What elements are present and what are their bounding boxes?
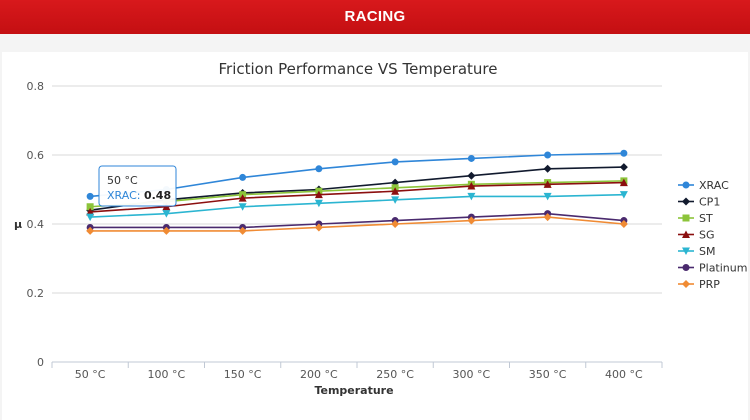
y-tick-label: 0: [37, 356, 44, 369]
x-tick-labels: 50 °C 100 °C 150 °C 200 °C 250 °C 300 °C 350 °…: [51, 362, 663, 381]
data-point: [315, 165, 323, 173]
x-tick-label: 250 °C: [376, 368, 414, 381]
data-point: [619, 163, 628, 172]
series-line: [90, 180, 624, 208]
series-line: [90, 166, 624, 211]
legend-label: SG: [699, 229, 715, 242]
legend-item-cp1[interactable]: CP1: [678, 196, 720, 209]
x-tick-label: 100 °C: [148, 368, 186, 381]
legend-item-st[interactable]: ST: [678, 212, 713, 225]
page-header: RACING: [0, 0, 750, 34]
x-axis-title: Temperature: [314, 384, 393, 397]
chart-panel: Friction Performance VS Temperature 0 0.2…: [2, 52, 748, 420]
data-point: [238, 203, 247, 211]
data-point: [238, 226, 247, 235]
series-group: [86, 149, 628, 235]
legend-marker: [682, 264, 690, 271]
data-point: [391, 158, 399, 166]
x-tick-label: 50 °C: [75, 368, 106, 381]
data-point: [619, 220, 628, 228]
data-point: [162, 226, 171, 235]
legend-label: PRP: [699, 278, 720, 291]
data-point: [391, 187, 400, 195]
data-point: [467, 192, 476, 201]
data-point: [391, 220, 400, 228]
legend-item-sm[interactable]: SM: [678, 245, 715, 258]
series-line: [90, 193, 624, 218]
grid: [52, 85, 662, 363]
legend-marker: [682, 197, 690, 206]
legend-label: SM: [699, 245, 715, 258]
tooltip-value: 0.48: [144, 189, 171, 202]
data-point: [86, 226, 95, 235]
data-point: [314, 190, 323, 199]
friction-chart: Friction Performance VS Temperature 0 0.2…: [14, 60, 748, 397]
data-point: [314, 199, 323, 208]
series-line: [90, 181, 624, 213]
y-axis-title: μ: [14, 218, 22, 231]
series-prp: [86, 213, 628, 235]
x-tick-label: 150 °C: [224, 368, 262, 381]
data-point: [86, 203, 94, 211]
data-point: [239, 173, 247, 181]
tooltip-box: [98, 165, 177, 207]
data-point: [314, 223, 323, 232]
data-point: [467, 216, 476, 225]
series-sm: [86, 191, 628, 222]
y-tick-label: 0.4: [27, 218, 45, 231]
data-point: [543, 192, 552, 201]
legend-label: ST: [699, 212, 713, 225]
x-tick-label: 350 °C: [529, 368, 567, 381]
data-point: [86, 207, 95, 216]
legend-marker: [682, 230, 690, 238]
legend-marker: [682, 247, 690, 255]
legend-item-prp[interactable]: PRP: [678, 278, 720, 291]
y-tick-label: 0.6: [27, 149, 45, 162]
legend-marker: [682, 214, 690, 222]
data-point: [544, 151, 552, 159]
data-point: [619, 191, 628, 199]
legend-label: CP1: [699, 196, 720, 209]
x-tick-label: 300 °C: [453, 368, 491, 381]
y-tick-labels: 0 0.2 0.4 0.6 0.8: [27, 80, 45, 369]
data-point: [467, 182, 476, 190]
legend-item-xrac[interactable]: XRAC: [678, 179, 729, 192]
data-point: [391, 196, 400, 204]
tooltip: 50 °C XRAC: 0.48: [98, 165, 177, 207]
legend-item-platinum[interactable]: Platinum: [678, 262, 747, 275]
header-title: RACING: [344, 8, 406, 25]
data-point: [619, 178, 628, 187]
tooltip-value-line: XRAC: 0.48: [107, 189, 171, 202]
series-line: [90, 212, 624, 229]
legend-marker: [682, 280, 690, 288]
data-point: [620, 149, 628, 157]
data-point: [543, 164, 552, 173]
x-tick-label: 400 °C: [605, 368, 643, 381]
tooltip-category: 50 °C: [107, 174, 138, 187]
legend-marker: [682, 181, 690, 189]
data-point: [467, 154, 475, 162]
tooltip-series: XRAC: [107, 189, 137, 202]
legend-item-sg[interactable]: SG: [678, 229, 715, 242]
data-point: [86, 213, 95, 222]
chart-title: Friction Performance VS Temperature: [218, 60, 497, 78]
x-tick-label: 200 °C: [300, 368, 338, 381]
data-point: [86, 192, 94, 200]
legend-label: Platinum: [699, 262, 747, 275]
series-line: [90, 152, 624, 198]
data-point: [238, 194, 247, 202]
data-point: [543, 213, 552, 222]
legend: XRAC CP1 ST SG SM Platinum PRP: [678, 179, 747, 291]
data-point: [162, 210, 171, 218]
data-point: [543, 180, 552, 188]
y-tick-label: 0.8: [27, 80, 45, 93]
series-line: [90, 216, 624, 232]
legend-label: XRAC: [699, 179, 729, 192]
series-sg: [86, 178, 628, 216]
data-point: [467, 171, 476, 180]
y-tick-label: 0.2: [27, 287, 45, 300]
